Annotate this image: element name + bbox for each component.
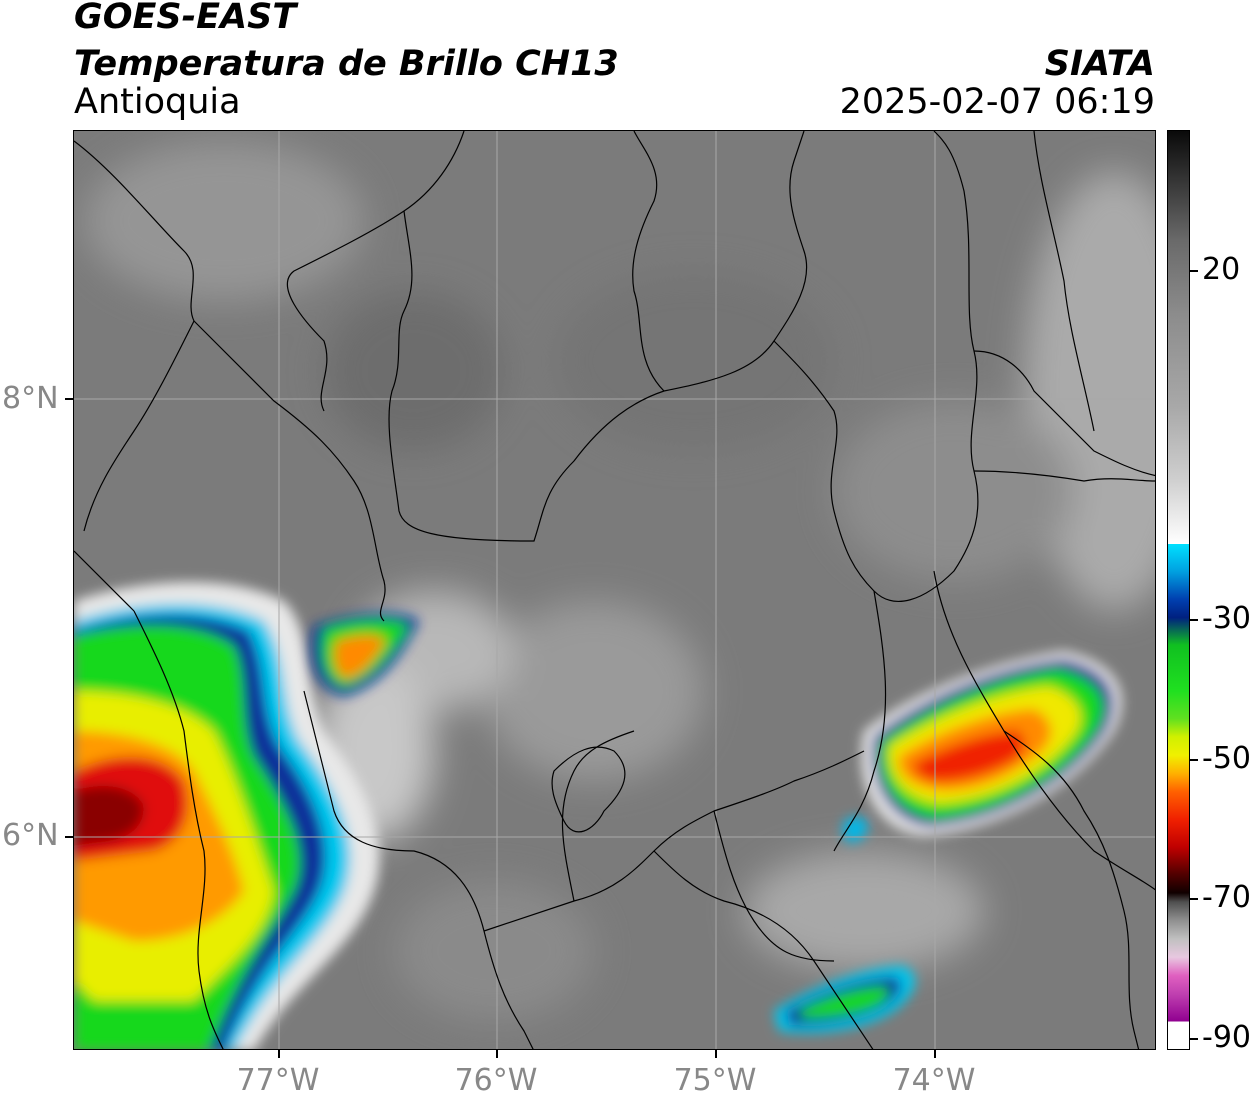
lon-tick-76w	[496, 1050, 498, 1058]
colorbar-label-minus50: -50	[1202, 740, 1251, 776]
colorbar-tick-minus50	[1190, 759, 1198, 761]
lon-label-74w: 74°W	[892, 1063, 976, 1098]
south-storm	[774, 966, 915, 1033]
lon-label-76w: 76°W	[454, 1063, 538, 1098]
map-canvas	[74, 131, 1155, 1049]
colorbar-label-minus30: -30	[1202, 600, 1251, 636]
east-storm	[843, 651, 1122, 843]
lat-tick-8n	[65, 398, 73, 400]
datetime-label: 2025-02-07 06:19	[839, 82, 1155, 122]
satellite-title: GOES-EAST	[74, 0, 297, 37]
colorbar	[1167, 130, 1190, 1050]
lat-label-6n: 6°N	[2, 818, 59, 853]
boundaries	[74, 131, 1155, 1049]
colorbar-tick-minus30	[1190, 619, 1198, 621]
lon-tick-74w	[934, 1050, 936, 1058]
satellite-map[interactable]	[73, 130, 1156, 1050]
colorbar-label-20: 20	[1202, 251, 1241, 287]
colorbar-tick-minus90	[1190, 1038, 1198, 1040]
colorbar-label-minus70: -70	[1202, 879, 1251, 915]
colorbar-tick-minus70	[1190, 898, 1198, 900]
lat-label-8n: 8°N	[2, 381, 59, 416]
lon-label-77w: 77°W	[236, 1063, 320, 1098]
region-label: Antioquia	[74, 82, 241, 122]
small-storm	[311, 613, 419, 696]
colorbar-tick-20	[1190, 270, 1198, 272]
lon-tick-75w	[715, 1050, 717, 1058]
lat-tick-6n	[65, 836, 73, 838]
organization-label: SIATA	[1044, 44, 1155, 84]
lon-label-75w: 75°W	[673, 1063, 757, 1098]
lon-tick-77w	[278, 1050, 280, 1058]
product-title: Temperatura de Brillo CH13	[74, 44, 619, 84]
colorbar-label-minus90: -90	[1202, 1019, 1251, 1055]
